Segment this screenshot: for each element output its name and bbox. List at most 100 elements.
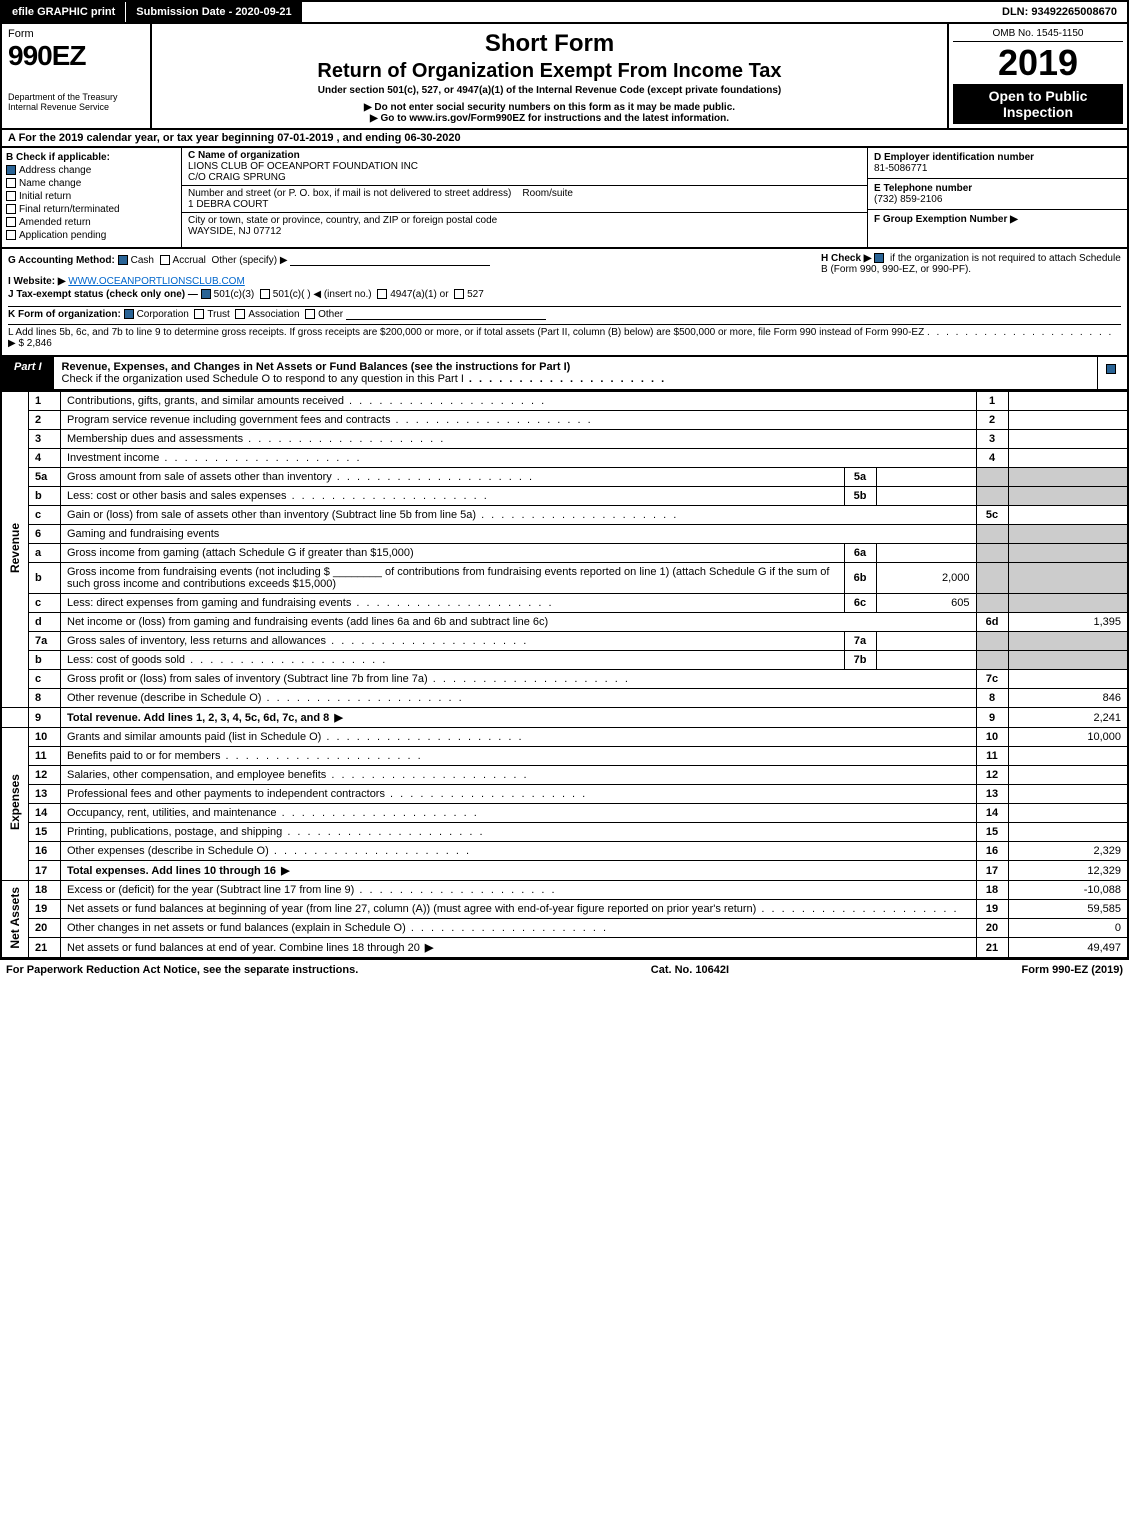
form-header: Form 990EZ Department of the Treasury In… bbox=[0, 24, 1129, 130]
sub-ref: 7b bbox=[844, 651, 876, 670]
lbl-address-change: Address change bbox=[19, 165, 91, 176]
d-ein-label: D Employer identification number bbox=[874, 152, 1034, 163]
line-num: 6 bbox=[29, 525, 61, 544]
l-text: L Add lines 5b, 6c, and 7b to line 9 to … bbox=[8, 327, 924, 338]
line-ref: 3 bbox=[976, 430, 1008, 449]
lbl-final-return: Final return/terminated bbox=[19, 204, 120, 215]
line-num: 19 bbox=[29, 900, 61, 919]
chk-assoc[interactable] bbox=[235, 309, 245, 319]
under-section: Under section 501(c), 527, or 4947(a)(1)… bbox=[160, 85, 939, 96]
lbl-amended: Amended return bbox=[19, 217, 91, 228]
chk-final-return[interactable] bbox=[6, 204, 16, 214]
line-num: 1 bbox=[29, 392, 61, 411]
line-desc: Excess or (deficit) for the year (Subtra… bbox=[67, 884, 354, 896]
line-desc: Total expenses. Add lines 10 through 16 bbox=[67, 865, 276, 877]
line-amt: 59,585 bbox=[1008, 900, 1128, 919]
chk-501c3[interactable] bbox=[201, 289, 211, 299]
part1-checkline: Check if the organization used Schedule … bbox=[62, 373, 464, 385]
g-label: G Accounting Method: bbox=[8, 255, 115, 266]
chk-name-change[interactable] bbox=[6, 178, 16, 188]
line-desc: Other expenses (describe in Schedule O) bbox=[67, 845, 269, 857]
line-desc: Gain or (loss) from sale of assets other… bbox=[67, 509, 476, 521]
topbar: efile GRAPHIC print Submission Date - 20… bbox=[0, 0, 1129, 24]
line-ref: 7c bbox=[976, 670, 1008, 689]
org-care-of: C/O CRAIG SPRUNG bbox=[188, 172, 286, 183]
chk-527[interactable] bbox=[454, 289, 464, 299]
footer-catno: Cat. No. 10642I bbox=[651, 964, 729, 976]
chk-other-org[interactable] bbox=[305, 309, 315, 319]
line-ref: 6d bbox=[976, 613, 1008, 632]
footer-left: For Paperwork Reduction Act Notice, see … bbox=[6, 964, 358, 976]
chk-h[interactable] bbox=[874, 253, 884, 263]
line-desc: Net assets or fund balances at end of ye… bbox=[67, 942, 420, 954]
chk-address-change[interactable] bbox=[6, 165, 16, 175]
line-num: 3 bbox=[29, 430, 61, 449]
line-num: 16 bbox=[29, 842, 61, 861]
line-ref: 18 bbox=[976, 881, 1008, 900]
i-label: I Website: ▶ bbox=[8, 276, 66, 287]
line-num: 8 bbox=[29, 689, 61, 708]
line-desc: Investment income bbox=[67, 452, 159, 464]
line-num: 12 bbox=[29, 766, 61, 785]
chk-cash[interactable] bbox=[118, 255, 128, 265]
line-desc: Less: cost of goods sold bbox=[67, 654, 185, 666]
efile-print-button[interactable]: efile GRAPHIC print bbox=[2, 2, 126, 22]
line-desc: Printing, publications, postage, and shi… bbox=[67, 826, 282, 838]
l-amount: ▶ $ 2,846 bbox=[8, 338, 52, 349]
line-desc: Membership dues and assessments bbox=[67, 433, 243, 445]
lbl-assoc: Association bbox=[248, 309, 299, 320]
line-desc: Grants and similar amounts paid (list in… bbox=[67, 731, 321, 743]
line-desc: Total revenue. Add lines 1, 2, 3, 4, 5c,… bbox=[67, 712, 329, 724]
part1-header: Part I Revenue, Expenses, and Changes in… bbox=[0, 357, 1129, 391]
line-desc: Gross sales of inventory, less returns a… bbox=[67, 635, 326, 647]
line-amt bbox=[1008, 785, 1128, 804]
line-amt bbox=[1008, 411, 1128, 430]
line-amt: 10,000 bbox=[1008, 728, 1128, 747]
form-subtitle: Return of Organization Exempt From Incom… bbox=[160, 60, 939, 83]
line-ref: 20 bbox=[976, 919, 1008, 938]
part1-title: Revenue, Expenses, and Changes in Net As… bbox=[62, 361, 571, 373]
chk-corp[interactable] bbox=[124, 309, 134, 319]
lbl-trust: Trust bbox=[207, 309, 229, 320]
org-street: 1 DEBRA COURT bbox=[188, 199, 268, 210]
chk-4947[interactable] bbox=[377, 289, 387, 299]
chk-app-pending[interactable] bbox=[6, 230, 16, 240]
line-num: b bbox=[29, 651, 61, 670]
c-name-label: C Name of organization bbox=[188, 150, 300, 161]
line-desc: Less: direct expenses from gaming and fu… bbox=[67, 597, 351, 609]
sub-ref: 6c bbox=[844, 594, 876, 613]
line-ref: 15 bbox=[976, 823, 1008, 842]
chk-accrual[interactable] bbox=[160, 255, 170, 265]
irs: Internal Revenue Service bbox=[8, 102, 144, 112]
chk-initial-return[interactable] bbox=[6, 191, 16, 201]
chk-schedule-o[interactable] bbox=[1106, 364, 1116, 374]
chk-501c[interactable] bbox=[260, 289, 270, 299]
line-num: c bbox=[29, 506, 61, 525]
lbl-501c: 501(c)( ) ◀ (insert no.) bbox=[273, 289, 372, 300]
line-desc: Occupancy, rent, utilities, and maintena… bbox=[67, 807, 277, 819]
k-label: K Form of organization: bbox=[8, 309, 121, 320]
line-ref: 10 bbox=[976, 728, 1008, 747]
website-link[interactable]: WWW.OCEANPORTLIONSCLUB.COM bbox=[68, 276, 245, 287]
lbl-app-pending: Application pending bbox=[19, 230, 106, 241]
line-desc: Gross amount from sale of assets other t… bbox=[67, 471, 332, 483]
goto-link[interactable]: ▶ Go to www.irs.gov/Form990EZ for instru… bbox=[160, 113, 939, 124]
line-desc: Other changes in net assets or fund bala… bbox=[67, 922, 406, 934]
line-ref: 19 bbox=[976, 900, 1008, 919]
netassets-label: Net Assets bbox=[8, 887, 22, 949]
sub-amt bbox=[876, 632, 976, 651]
chk-amended[interactable] bbox=[6, 217, 16, 227]
lbl-name-change: Name change bbox=[19, 178, 81, 189]
line-num: 10 bbox=[29, 728, 61, 747]
line-amt: 2,329 bbox=[1008, 842, 1128, 861]
lbl-initial-return: Initial return bbox=[19, 191, 71, 202]
lbl-cash: Cash bbox=[131, 255, 154, 266]
line-amt bbox=[1008, 804, 1128, 823]
form-number: 990EZ bbox=[8, 40, 144, 72]
line-desc: Gross income from fundraising events (no… bbox=[67, 566, 829, 590]
form-word: Form bbox=[8, 28, 144, 40]
lbl-4947: 4947(a)(1) or bbox=[390, 289, 448, 300]
sub-amt bbox=[876, 468, 976, 487]
chk-trust[interactable] bbox=[194, 309, 204, 319]
line-ref: 9 bbox=[976, 708, 1008, 728]
